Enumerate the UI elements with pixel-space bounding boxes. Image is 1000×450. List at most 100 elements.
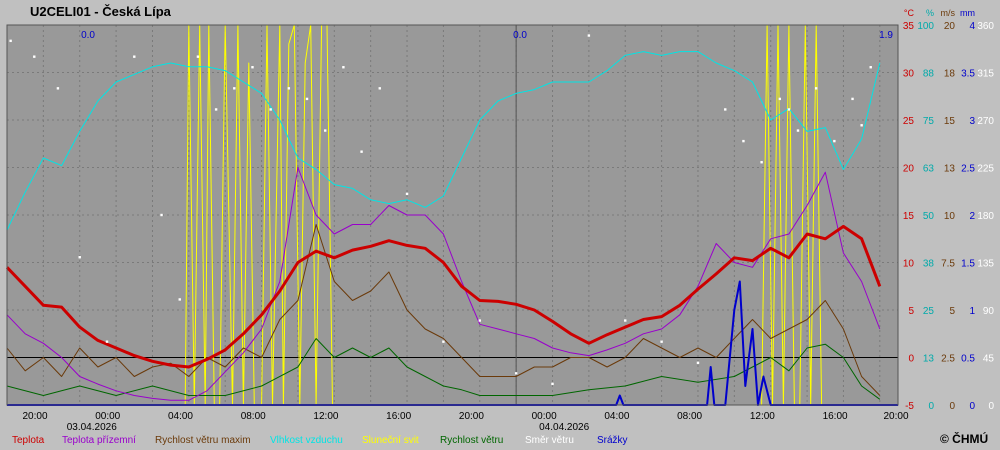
wind-axis-tick: 18 xyxy=(944,69,956,80)
series-smer-vetru-point xyxy=(869,66,872,69)
series-smer-vetru-point xyxy=(251,66,254,69)
x-tick-label: 00:00 xyxy=(95,411,120,422)
precip-axis-tick: 1.5 xyxy=(961,259,975,270)
temperature-axis-tick: 25 xyxy=(903,116,915,127)
direction-axis-tick: 315 xyxy=(977,69,994,80)
series-smer-vetru-point xyxy=(233,87,236,90)
series-smer-vetru-point xyxy=(787,108,791,111)
series-smer-vetru-point xyxy=(405,192,409,196)
series-smer-vetru-point xyxy=(851,97,854,101)
legend-item: Rychlost větru maxim xyxy=(155,435,251,446)
x-tick-label: 12:00 xyxy=(313,411,338,422)
temperature-axis-tick: 15 xyxy=(903,211,915,222)
x-tick-label: 00:00 xyxy=(532,411,557,422)
series-smer-vetru-point xyxy=(833,139,836,143)
precip-axis-tick: 2 xyxy=(969,211,975,222)
series-smer-vetru-point xyxy=(514,372,518,375)
temperature-axis-tick: 35 xyxy=(903,21,915,32)
precip-axis-tick: 0.5 xyxy=(961,354,975,365)
precip-total-label: 0.0 xyxy=(81,30,95,41)
wind-axis-tick: 10 xyxy=(944,211,956,222)
series-teplota-line xyxy=(5,224,882,369)
humidity-axis-tick: 25 xyxy=(923,306,935,317)
x-tick-label: 16:00 xyxy=(823,411,848,422)
wind-axis-unit: m/s xyxy=(941,8,956,18)
series-smer-vetru-point xyxy=(860,124,863,127)
series-smer-vetru-point xyxy=(624,319,627,322)
legend-item: Sluneční svit xyxy=(362,435,419,446)
series-vlhkost-vzduchu-line xyxy=(6,51,881,231)
humidity-axis-tick: 75 xyxy=(923,116,935,127)
x-tick-label: 20:00 xyxy=(883,411,908,422)
direction-axis-tick: 270 xyxy=(977,116,994,127)
series-smer-vetru-point xyxy=(160,213,163,217)
precip-axis-tick: 0 xyxy=(969,401,975,412)
precip-totals: 0.0 0.0 1.9 xyxy=(81,30,893,41)
x-date-label: 04.04.2026 xyxy=(539,422,589,433)
x-tick-label: 04:00 xyxy=(604,411,629,422)
humidity-axis-tick: 63 xyxy=(923,164,935,175)
series-smer-vetru-point xyxy=(814,87,818,90)
series-smer-vetru-point xyxy=(587,34,591,37)
series-smer-vetru-point xyxy=(442,340,445,343)
series-srazky-line xyxy=(7,280,898,406)
x-tick-label: 08:00 xyxy=(677,411,702,422)
right-axes: °C35302520151050-5%100887563503825130m/s… xyxy=(903,8,995,412)
series-smer-vetru-point xyxy=(742,139,745,143)
series-smer-vetru-point xyxy=(78,256,81,259)
series-smer-vetru-point xyxy=(551,382,554,386)
humidity-axis-tick: 88 xyxy=(923,69,935,80)
legend-item: Rychlost větru xyxy=(440,435,503,446)
precip-total-label: 0.0 xyxy=(513,30,527,41)
temperature-axis-tick: 20 xyxy=(903,164,915,175)
series-smer-vetru-point xyxy=(178,298,181,301)
legend-item: Směr větru xyxy=(525,435,574,446)
x-tick-label: 16:00 xyxy=(386,411,411,422)
x-date-label: 03.04.2026 xyxy=(67,422,117,433)
direction-axis-tick: 225 xyxy=(977,164,994,175)
wind-axis-tick: 13 xyxy=(944,164,956,175)
precip-total-label: 1.9 xyxy=(879,30,893,41)
wind-axis-tick: 15 xyxy=(944,116,956,127)
chart-title: U2CELI01 - Česká Lípa xyxy=(30,4,172,19)
series-smer-vetru-point xyxy=(214,108,218,111)
series-smer-vetru-point xyxy=(360,150,363,153)
series-smer-vetru-point xyxy=(660,340,663,343)
series-smer-vetru-point xyxy=(269,108,272,111)
wind-axis-tick: 5 xyxy=(949,306,955,317)
wind-axis-tick: 7.5 xyxy=(941,259,955,270)
legend: Teplota Teplota přízemní Rychlost větru ma… xyxy=(12,435,628,446)
direction-axis-tick: 0 xyxy=(988,401,994,412)
humidity-axis-tick: 38 xyxy=(923,259,935,270)
precip-axis-tick: 2.5 xyxy=(961,164,975,175)
wind-axis-tick: 0 xyxy=(949,401,955,412)
direction-axis-tick: 135 xyxy=(977,259,994,270)
direction-axis-tick: 180 xyxy=(977,211,994,222)
wind-axis-tick: 2.5 xyxy=(941,354,955,365)
legend-item: Srážky xyxy=(597,435,628,446)
series-smer-vetru-point xyxy=(696,361,700,364)
direction-axis-tick: 90 xyxy=(983,306,995,317)
direction-axis-tick: 360 xyxy=(977,21,994,32)
x-tick-label: 08:00 xyxy=(241,411,266,422)
series-smer-vetru-point xyxy=(724,108,727,111)
temperature-axis-unit: °C xyxy=(904,8,915,18)
plot-border xyxy=(6,24,899,406)
series-smer-vetru-point xyxy=(305,97,309,101)
direction-axis-tick: 45 xyxy=(983,354,995,365)
precip-axis-tick: 4 xyxy=(969,21,975,32)
series-smer-vetru-point xyxy=(342,66,345,69)
copyright-label: © ČHMÚ xyxy=(940,431,988,446)
series-smer-vetru-point xyxy=(760,161,763,164)
series-smer-vetru-point xyxy=(478,319,481,322)
x-axis-ticks: 20:00 00:00 04:00 08:00 12:00 16:00 20:00 00:00… xyxy=(22,411,908,433)
x-tick-label: 04:00 xyxy=(168,411,193,422)
series-smer-vetru-point xyxy=(196,55,200,58)
series-smer-vetru-point xyxy=(778,97,782,101)
humidity-axis-tick: 100 xyxy=(917,21,934,32)
temperature-axis-tick: 0 xyxy=(908,354,914,365)
series-smer-vetru-point xyxy=(324,129,327,132)
series-smer-vetru-point xyxy=(9,39,12,43)
precip-axis-unit: mm xyxy=(960,8,975,18)
